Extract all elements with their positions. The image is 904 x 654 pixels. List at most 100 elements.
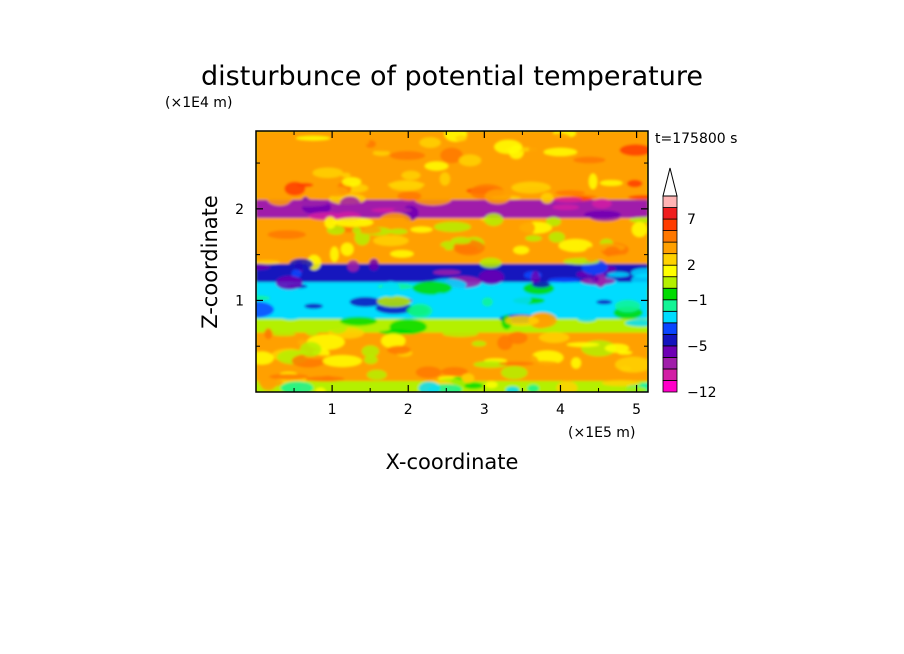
colorbar-box: [662, 322, 678, 335]
field-patch: [604, 246, 621, 258]
field-patch: [308, 212, 342, 221]
field-patch: [494, 139, 523, 154]
field-patch: [577, 316, 597, 322]
field-patch: [442, 330, 479, 338]
field-patch: [379, 212, 412, 228]
field-patch: [275, 275, 303, 290]
field-patch: [408, 303, 433, 319]
field-patch: [627, 179, 643, 188]
field-patch: [256, 248, 282, 255]
field-patch: [414, 192, 452, 206]
x-tick-label: 2: [404, 402, 413, 418]
field-patch: [450, 237, 471, 245]
field-patch: [280, 381, 314, 392]
field-patch: [412, 281, 452, 295]
field-patch: [609, 188, 635, 198]
field-patch: [330, 246, 339, 263]
field-patch: [324, 186, 349, 197]
field-patch: [515, 220, 535, 236]
field-patch: [382, 362, 397, 368]
field-patch: [584, 246, 599, 262]
field-patch: [299, 341, 322, 357]
field-patch: [304, 303, 323, 309]
field-patch: [267, 230, 307, 240]
colorbar-box: [662, 299, 678, 312]
colorbar-box: [662, 276, 678, 289]
field-patch: [596, 299, 613, 305]
field-patch: [256, 301, 274, 318]
chart-title: disturbunce of potential temperature: [201, 61, 703, 92]
field-patch: [511, 181, 551, 194]
field-patch: [264, 328, 273, 340]
field-patch: [473, 360, 508, 368]
field-patch: [387, 345, 411, 355]
field-patch: [538, 332, 570, 343]
field-patch: [340, 242, 354, 256]
colorbar-box: [662, 207, 678, 220]
field-patch: [548, 231, 566, 243]
y-tick-label: 1: [235, 293, 244, 309]
field-patch: [505, 292, 532, 307]
field-patch: [406, 357, 435, 367]
colorbar-box: [662, 368, 678, 381]
field-patch: [631, 221, 648, 238]
field-patch: [340, 316, 378, 326]
field-patch: [397, 366, 413, 371]
field-patch: [547, 277, 581, 283]
colorbar-box: [662, 357, 678, 370]
x-axis-label: X-coordinate: [386, 450, 519, 474]
field-patch: [552, 204, 580, 211]
field-patch: [256, 260, 281, 265]
field-patch: [592, 198, 612, 209]
field-patch: [368, 258, 379, 271]
field-patch: [389, 151, 426, 161]
colorbar-box: [662, 195, 678, 208]
field-patch: [434, 292, 447, 301]
field-patch: [621, 386, 648, 392]
field-patch: [352, 227, 362, 234]
field-patch: [392, 207, 412, 213]
field-patch: [435, 245, 447, 259]
field-patch: [357, 226, 382, 235]
field-patch: [410, 226, 433, 233]
field-patch: [619, 144, 648, 156]
field-patch: [591, 275, 600, 283]
field-patch: [440, 147, 463, 164]
colorbar-box: [662, 230, 678, 243]
field-patch: [351, 388, 383, 392]
field-patch: [265, 319, 291, 331]
field-patch: [397, 191, 422, 201]
field-patch: [505, 386, 520, 392]
field-patch: [550, 265, 562, 271]
field-patch: [347, 260, 360, 272]
field-patch: [558, 238, 593, 252]
field-patch: [266, 186, 283, 198]
field-patch: [289, 258, 314, 270]
field-patch: [528, 312, 552, 329]
colorbar-label: −5: [687, 339, 708, 355]
field-patch: [381, 281, 401, 298]
field-patch: [376, 295, 411, 308]
field-patch: [478, 269, 504, 285]
field-patch: [363, 355, 378, 365]
colorbar-extend-arrow: [662, 167, 678, 197]
field-patch: [599, 180, 623, 186]
field-patch: [545, 216, 562, 227]
field-patch: [458, 154, 482, 167]
field-patch: [418, 381, 441, 392]
colorbar-box: [662, 218, 678, 231]
field-patch: [505, 315, 540, 327]
field-patch: [479, 257, 502, 269]
field-patch: [553, 197, 583, 203]
colorbar-box: [662, 264, 678, 278]
field-patch: [363, 325, 391, 332]
field-patch: [372, 150, 390, 156]
field-patch: [628, 195, 648, 200]
field-patch: [555, 190, 586, 196]
field-patch: [275, 304, 306, 321]
colorbar-box: [662, 380, 678, 393]
field-patch: [329, 321, 347, 334]
field-patch: [387, 181, 425, 188]
y-unit-label: (×1E4 m): [165, 95, 232, 111]
field-patch: [258, 378, 284, 387]
